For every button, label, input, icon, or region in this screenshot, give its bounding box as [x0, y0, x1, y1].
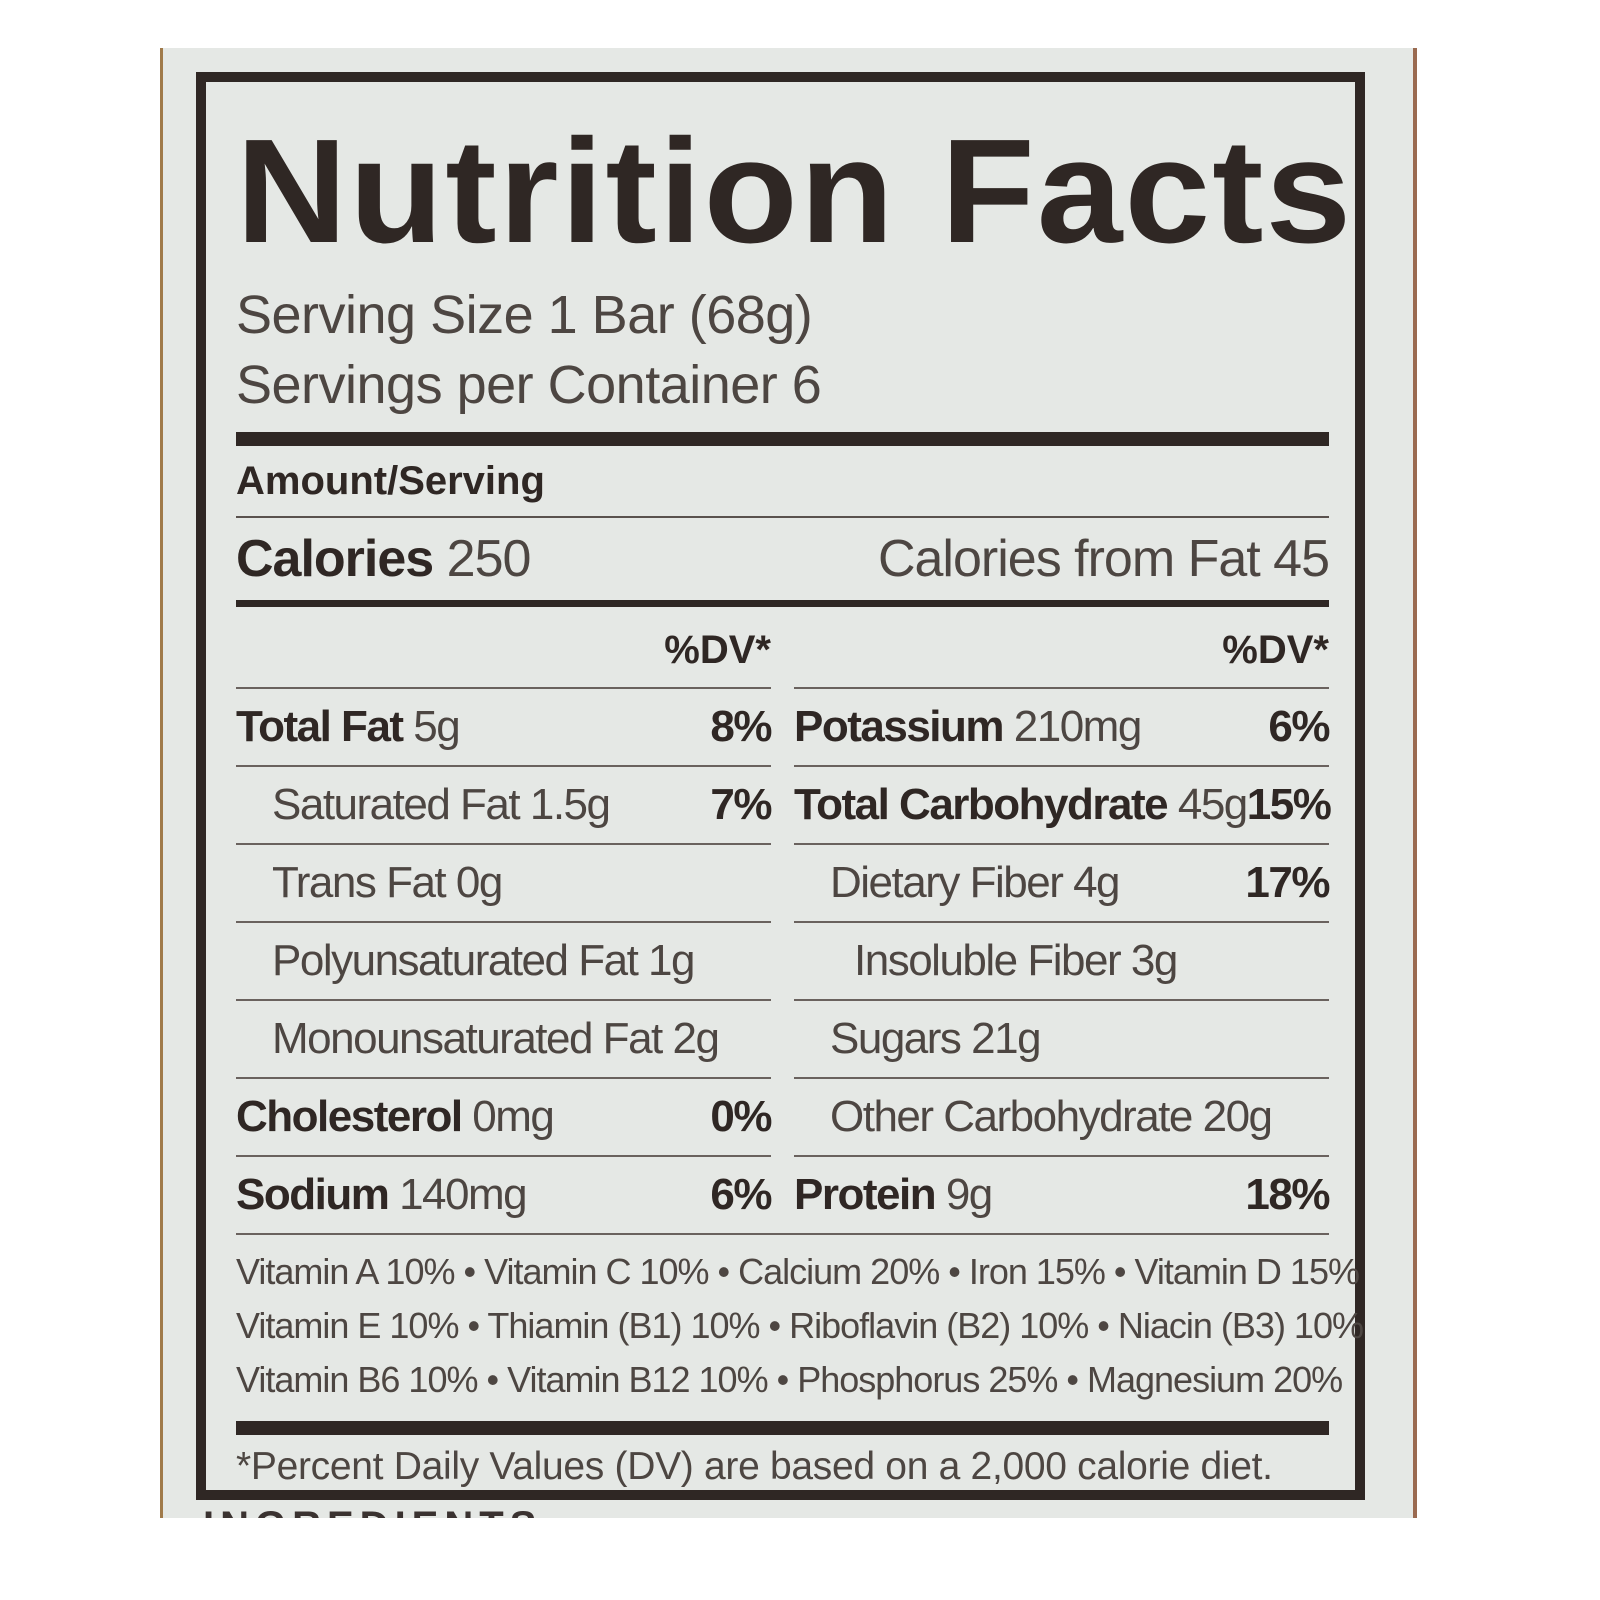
label-photo-panel: Nutrition Facts Serving Size 1 Bar (68g)…	[160, 48, 1417, 1518]
vitamins-section: Vitamin A 10% • Vitamin C 10% • Calcium …	[236, 1233, 1364, 1407]
nutrient-amount: 9g	[945, 1170, 993, 1219]
nutrient-label: Monounsaturated Fat	[272, 1014, 663, 1063]
nutrient-amount: 0g	[455, 858, 503, 907]
right-column: %DV* Potassium 210mg 6% Total Carbohydrate…	[794, 607, 1332, 1233]
nutrient-amount: 5g	[413, 702, 460, 751]
divider-thick	[236, 432, 1329, 446]
nutrient-name: Cholesterol 0mg	[236, 1092, 555, 1142]
nutrient-label: Total Fat	[236, 702, 404, 751]
calories-value: 250	[446, 530, 532, 588]
nutrient-row: Dietary Fiber 4g 17%	[794, 845, 1330, 923]
calories-row: Calories 250 Calories from Fat 45	[236, 518, 1330, 600]
left-column: %DV* Total Fat 5g 8% Saturated Fat 1.5g 7% T…	[236, 607, 772, 1233]
nutrient-label: Sodium	[236, 1170, 390, 1219]
nutrient-name: Trans Fat 0g	[236, 858, 503, 908]
nutrient-name: Total Carbohydrate 45g	[794, 780, 1248, 830]
nutrient-dv: 6%	[1268, 702, 1330, 751]
nutrient-name: Dietary Fiber 4g	[794, 858, 1121, 908]
nutrient-name: Insoluble Fiber 3g	[794, 936, 1178, 986]
ingredients-heading-cut: INGREDIENTS:	[203, 1504, 562, 1518]
nutrient-amount: 45g	[1177, 780, 1248, 829]
nutrition-facts-label: Nutrition Facts Serving Size 1 Bar (68g)…	[196, 72, 1365, 1500]
nutrient-amount: 1g	[648, 936, 695, 985]
dv-header-right: %DV*	[794, 607, 1329, 689]
nutrient-label: Protein	[794, 1170, 937, 1219]
nutrient-name: Total Fat 5g	[236, 702, 461, 752]
nutrient-row: Monounsaturated Fat 2g	[236, 1001, 771, 1079]
nutrient-label: Other Carbohydrate	[830, 1092, 1193, 1141]
nutrient-dv: 15%	[1246, 780, 1332, 829]
nutrient-amount: 140mg	[399, 1170, 528, 1219]
nutrient-name: Potassium 210mg	[794, 702, 1143, 752]
nutrient-row: Total Carbohydrate 45g 15%	[794, 767, 1332, 845]
nutrient-name: Sugars 21g	[794, 1014, 1042, 1064]
divider-thick	[236, 1421, 1329, 1435]
nutrient-row: Insoluble Fiber 3g	[794, 923, 1329, 1001]
nutrient-row: Protein 9g 18%	[794, 1157, 1330, 1233]
title: Nutrition Facts	[236, 109, 1354, 274]
nutrient-label: Dietary Fiber	[830, 858, 1064, 907]
footnote: *Percent Daily Values (DV) are based on …	[236, 1445, 1273, 1488]
nutrient-row: Polyunsaturated Fat 1g	[236, 923, 771, 1001]
nutrient-amount: 0mg	[472, 1092, 555, 1141]
servings-per-container: Servings per Container 6	[236, 355, 822, 415]
nutrient-amount: 20g	[1202, 1092, 1273, 1141]
nutrient-dv: 7%	[710, 780, 772, 829]
calories-from-fat: Calories from Fat 45	[877, 530, 1330, 588]
nutrient-label: Cholesterol	[236, 1092, 463, 1141]
nutrient-label: Sugars	[830, 1014, 962, 1063]
nutrient-dv: 18%	[1245, 1170, 1330, 1219]
nutrient-amount: 210mg	[1013, 702, 1143, 751]
nutrient-name: Polyunsaturated Fat 1g	[236, 936, 695, 986]
nutrient-row: Sugars 21g	[794, 1001, 1329, 1079]
nutrient-name: Monounsaturated Fat 2g	[236, 1014, 720, 1064]
nutrient-label: Trans Fat	[272, 858, 447, 907]
vitamins-line: Vitamin B6 10% • Vitamin B12 10% • Phosp…	[236, 1359, 1343, 1400]
nutrient-row: Other Carbohydrate 20g	[794, 1079, 1329, 1157]
nutrient-label: Potassium	[794, 702, 1005, 751]
serving-size: Serving Size 1 Bar (68g)	[236, 285, 813, 345]
nutrient-label: Insoluble Fiber	[854, 936, 1122, 985]
nutrient-dv: 8%	[710, 702, 772, 751]
nutrient-name: Other Carbohydrate 20g	[794, 1092, 1273, 1142]
dv-header-left: %DV*	[236, 607, 771, 689]
nutrient-label: Total Carbohydrate	[794, 780, 1169, 829]
nutrient-row: Cholesterol 0mg 0%	[236, 1079, 772, 1157]
amount-per-serving: Amount/Serving	[236, 446, 1329, 518]
nutrient-row: Potassium 210mg 6%	[794, 689, 1330, 767]
nutrient-amount: 2g	[672, 1014, 720, 1063]
nutrient-dv: 6%	[710, 1170, 772, 1219]
nutrient-label: Polyunsaturated Fat	[272, 936, 639, 985]
nutrient-amount: 4g	[1073, 858, 1120, 907]
nutrient-dv: 0%	[710, 1092, 772, 1141]
nutrient-row: Saturated Fat 1.5g 7%	[236, 767, 772, 845]
nutrient-label: Saturated Fat	[272, 780, 521, 829]
nutrient-columns: %DV* Total Fat 5g 8% Saturated Fat 1.5g 7% T…	[236, 607, 1332, 1233]
nutrient-row: Total Fat 5g 8%	[236, 689, 772, 767]
nutrient-name: Sodium 140mg	[236, 1170, 528, 1220]
vitamins-line: Vitamin E 10% • Thiamin (B1) 10% • Ribof…	[236, 1305, 1364, 1346]
nutrient-amount: 21g	[971, 1014, 1041, 1063]
divider-medium	[236, 600, 1329, 607]
nutrient-row: Sodium 140mg 6%	[236, 1157, 772, 1233]
nutrient-name: Protein 9g	[794, 1170, 993, 1220]
nutrient-name: Saturated Fat 1.5g	[236, 780, 611, 830]
nutrient-dv: 17%	[1245, 858, 1330, 907]
vitamins-line: Vitamin A 10% • Vitamin C 10% • Calcium …	[236, 1251, 1360, 1292]
calories-label: Calories	[236, 530, 434, 588]
nutrient-amount: 3g	[1130, 936, 1178, 985]
nutrient-row: Trans Fat 0g	[236, 845, 771, 923]
nutrient-amount: 1.5g	[529, 780, 611, 829]
